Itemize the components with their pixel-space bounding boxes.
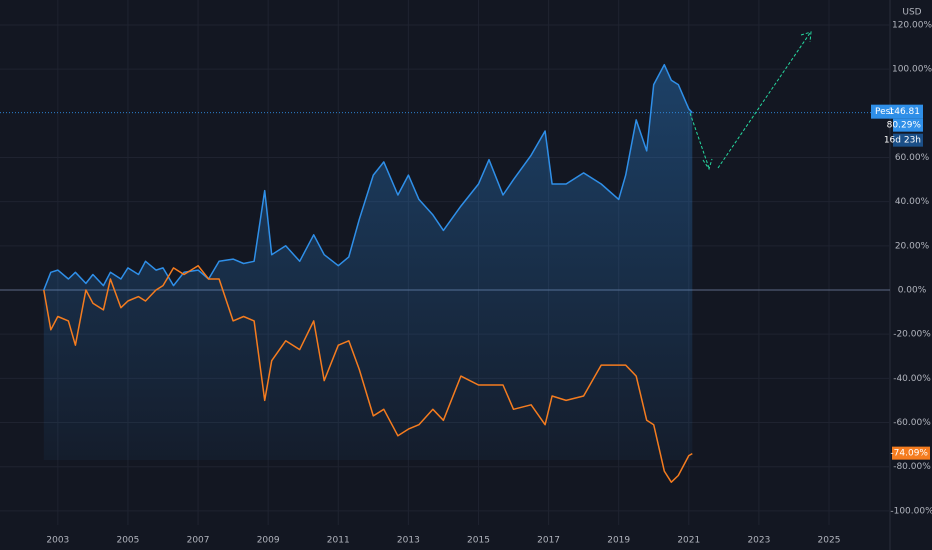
y-tick-label: -40.00%: [893, 374, 931, 384]
arrow-head: [800, 31, 812, 43]
x-tick-label: 2017: [537, 536, 560, 546]
area-fill: [43, 64, 693, 460]
price-label-box: [871, 104, 923, 119]
y-tick-label: -60.00%: [893, 418, 931, 428]
countdown-label: 16d 23h: [884, 136, 921, 146]
y-tick-label: 120.00%: [892, 20, 932, 30]
x-tick-label: 2021: [677, 536, 700, 546]
x-tick-label: 2011: [327, 536, 350, 546]
x-tick-label: 2007: [187, 536, 210, 546]
y-tick-label: -80.00%: [893, 462, 931, 472]
y-tick-label: 40.00%: [895, 197, 930, 207]
series-line: [43, 264, 693, 483]
x-tick-label: 2019: [607, 536, 630, 546]
x-tick-label: 2023: [747, 536, 770, 546]
y-tick-label: -20.00%: [893, 330, 931, 340]
y-tick-label: 60.00%: [895, 153, 930, 163]
price-label-name: Pest: [875, 107, 894, 117]
price-label-price: 146.81: [889, 107, 921, 117]
x-tick-label: 2003: [46, 536, 69, 546]
last-value-box: [893, 118, 923, 132]
arrow-head: [702, 158, 713, 171]
x-tick-label: 2009: [257, 536, 280, 546]
series-line: [43, 63, 693, 291]
countdown-box: [893, 133, 923, 147]
y-tick-label: -100.00%: [890, 506, 932, 516]
y-tick-label: 0.00%: [898, 285, 927, 295]
last-value-box: [892, 446, 930, 460]
currency-label: USD: [902, 8, 921, 18]
x-tick-label: 2013: [397, 536, 420, 546]
last-value-label: -74.09%: [890, 449, 928, 459]
arrow-up: [717, 32, 811, 169]
x-tick-label: 2005: [116, 536, 139, 546]
last-value-label: 80.29%: [887, 121, 922, 131]
x-tick-label: 2025: [818, 536, 841, 546]
x-tick-label: 2015: [467, 536, 490, 546]
arrow-down: [689, 112, 710, 169]
y-tick-label: 20.00%: [895, 241, 930, 251]
forecast-arrows: [689, 31, 812, 171]
y-tick-label: 100.00%: [892, 65, 932, 75]
